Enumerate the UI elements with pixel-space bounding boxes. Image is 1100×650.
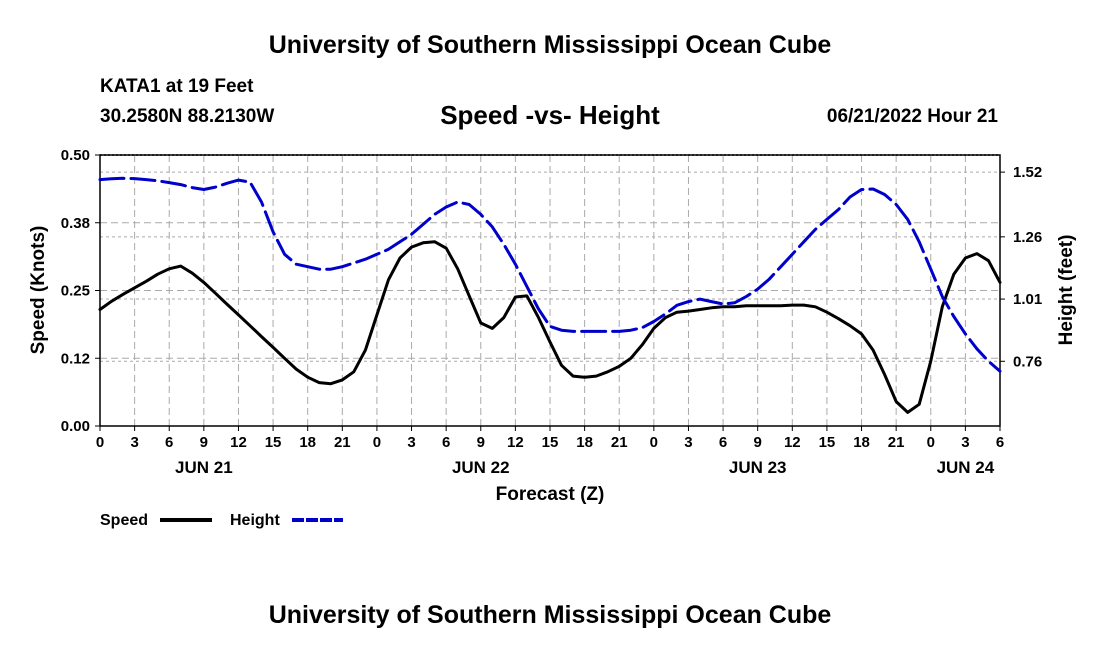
footer-title: University of Southern Mississippi Ocean… (268, 601, 832, 629)
y-tick-label-left: 0.12 (61, 350, 90, 367)
x-tick-label: 9 (200, 434, 208, 451)
x-tick-label: 15 (819, 434, 836, 451)
coordinates-label: 30.2580N 88.2130W (100, 106, 275, 127)
station-label: KATA1 at 19 Feet (100, 76, 254, 97)
y-tick-label-left: 0.25 (61, 283, 90, 300)
x-tick-label: 18 (299, 434, 316, 451)
x-tick-label: 0 (373, 434, 381, 451)
y-tick-label-right: 1.52 (1013, 164, 1042, 181)
x-tick-label: 3 (407, 434, 415, 451)
x-tick-label: 21 (611, 434, 628, 451)
x-tick-label: 3 (684, 434, 692, 451)
x-tick-label: 21 (334, 434, 351, 451)
date-label: JUN 21 (175, 458, 233, 477)
y-tick-label-right: 1.01 (1013, 291, 1042, 308)
y-tick-label-left: 0.50 (61, 147, 90, 164)
date-label: JUN 22 (452, 458, 510, 477)
x-tick-label: 3 (961, 434, 969, 451)
x-tick-label: 0 (650, 434, 658, 451)
axes-group: 0 3 6 9 12 15 18 21 0 3 6 9 12 15 18 21 0 3 6 9 12 15 18 21 0 3 6 0… (61, 147, 1042, 477)
x-tick-label: 6 (442, 434, 450, 451)
x-tick-label: 18 (576, 434, 593, 451)
y-axis-right-label: Height (feet) (1056, 235, 1077, 346)
x-tick-label: 12 (507, 434, 524, 451)
x-tick-label: 0 (96, 434, 104, 451)
y-tick-label-left: 0.38 (61, 215, 90, 232)
y-tick-label-left: 0.00 (61, 418, 90, 435)
grid-lines (100, 154, 1000, 426)
main-title: University of Southern Mississippi Ocean… (268, 31, 832, 59)
x-axis-label: Forecast (Z) (496, 484, 605, 505)
x-tick-label: 21 (888, 434, 905, 451)
y-tick-label-right: 0.76 (1013, 353, 1042, 370)
x-tick-label: 6 (165, 434, 173, 451)
x-tick-label: 3 (130, 434, 138, 451)
x-tick-label: 12 (230, 434, 247, 451)
x-tick-label: 9 (754, 434, 762, 451)
x-tick-label: 6 (996, 434, 1004, 451)
x-tick-label: 15 (542, 434, 559, 451)
datetime-label: 06/21/2022 Hour 21 (826, 106, 998, 127)
x-tick-label: 9 (477, 434, 485, 451)
x-tick-label: 0 (927, 434, 935, 451)
series-group (98, 176, 1002, 414)
legend-height-label: Height (230, 512, 280, 529)
date-label: JUN 24 (937, 458, 995, 477)
series-line-height (98, 176, 1002, 373)
y-axis-left-label: Speed (Knots) (28, 226, 49, 355)
series-line-speed (98, 240, 1002, 414)
legend-speed-label: Speed (100, 512, 148, 529)
chart-title: Speed -vs- Height (440, 100, 660, 130)
x-tick-label: 15 (265, 434, 282, 451)
y-tick-label-right: 1.26 (1013, 229, 1042, 246)
x-tick-label: 6 (719, 434, 727, 451)
x-tick-label: 18 (853, 434, 870, 451)
date-label: JUN 23 (729, 458, 787, 477)
x-tick-label: 12 (784, 434, 801, 451)
legend: Speed Height (100, 512, 343, 529)
